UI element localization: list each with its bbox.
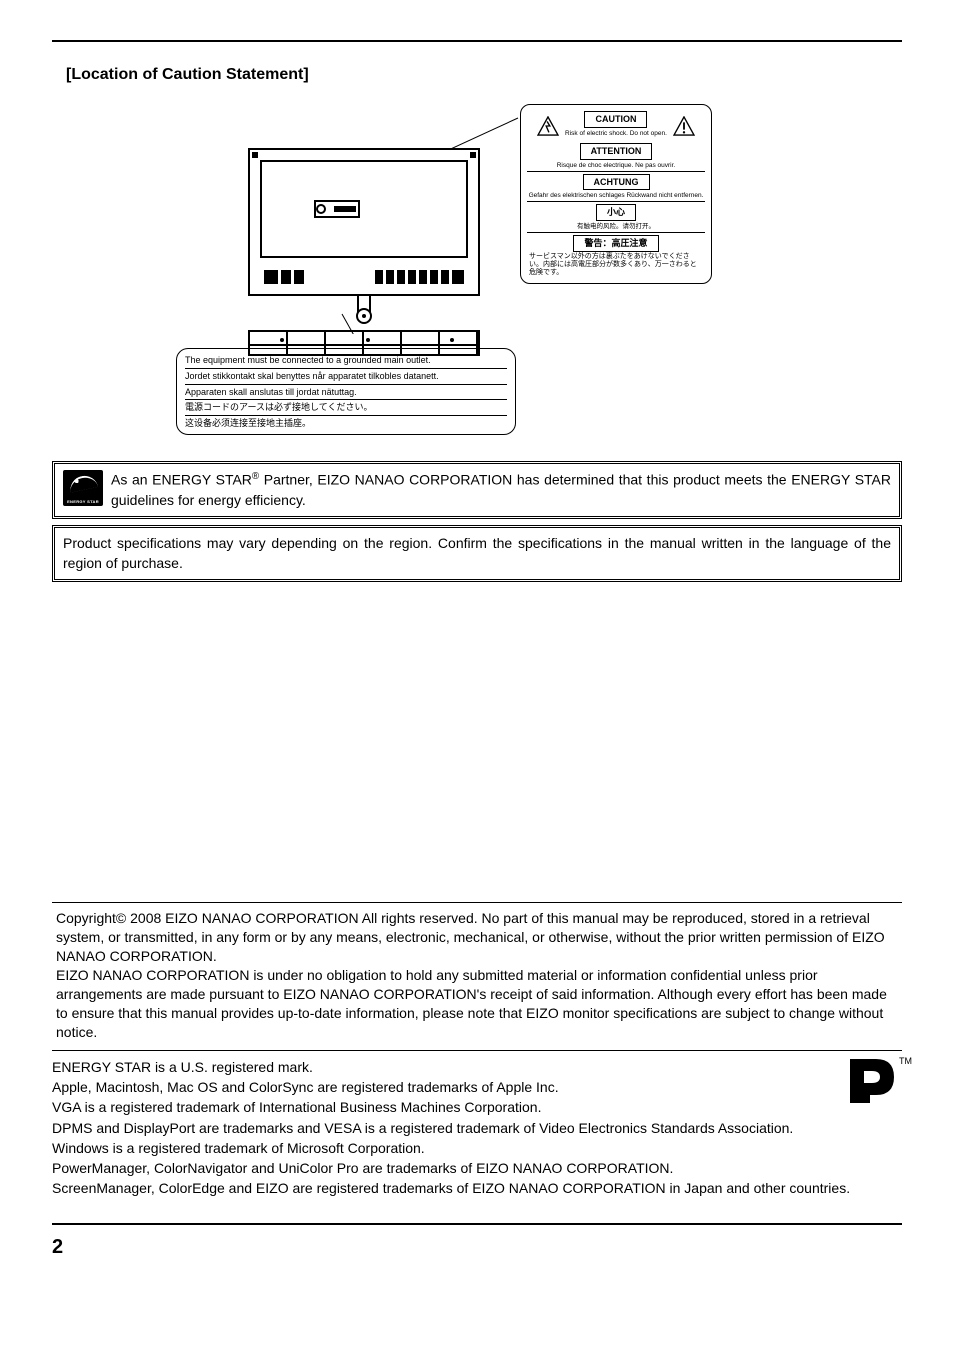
bottom-horizontal-rule bbox=[52, 1223, 902, 1225]
section-title: [Location of Caution Statement] bbox=[66, 64, 902, 86]
ground-line-sv: Apparaten skall anslutas till jordat nät… bbox=[185, 385, 507, 401]
warning-exclaim-icon bbox=[673, 116, 695, 136]
trademark-line: Apple, Macintosh, Mac OS and ColorSync a… bbox=[52, 1077, 902, 1097]
energy-star-notice-text: As an ENERGY STAR® Partner, EIZO NANAO C… bbox=[111, 470, 891, 510]
jp-warning-heading: 警告：高圧注意 bbox=[573, 235, 658, 252]
trademark-line: VGA is a registered trademark of Interna… bbox=[52, 1097, 902, 1117]
displayport-icon: TM bbox=[846, 1055, 902, 1105]
caution-label-callout: CAUTION Risk of electric shock. Do not o… bbox=[520, 104, 712, 283]
trademark-line: Windows is a registered trademark of Mic… bbox=[52, 1138, 902, 1158]
achtung-subtext: Gefahr des elektrischen schlages Rückwan… bbox=[527, 191, 705, 202]
tm-symbol: TM bbox=[899, 1055, 912, 1068]
page-number: 2 bbox=[52, 1233, 902, 1261]
ground-line-no: Jordet stikkontakt skal benyttes når app… bbox=[185, 369, 507, 385]
trademark-line: ScreenManager, ColorEdge and EIZO are re… bbox=[52, 1178, 902, 1198]
jp-warning-body: サービスマン以外の方は裏ぶたをあけないでください。内部には高電圧部分が数多くあり… bbox=[527, 253, 705, 279]
caution-location-figure: CAUTION Risk of electric shock. Do not o… bbox=[242, 104, 712, 334]
attention-heading: ATTENTION bbox=[580, 143, 653, 160]
trademark-line: PowerManager, ColorNavigator and UniColo… bbox=[52, 1158, 902, 1178]
top-horizontal-rule bbox=[52, 40, 902, 42]
energy-star-notice-box: ENERGY STAR As an ENERGY STAR® Partner, … bbox=[52, 461, 902, 519]
region-notice-box: Product specifications may vary dependin… bbox=[52, 525, 902, 582]
copyright-block: Copyright© 2008 EIZO NANAO CORPORATION A… bbox=[52, 903, 902, 1049]
region-notice-text: Product specifications may vary dependin… bbox=[54, 527, 900, 580]
ground-line-zh: 这设备必须连接至接地主插座。 bbox=[185, 416, 507, 431]
monitor-rear-diagram bbox=[248, 148, 480, 356]
copyright-p2: EIZO NANAO CORPORATION is under no oblig… bbox=[56, 966, 898, 1042]
copyright-p1: Copyright© 2008 EIZO NANAO CORPORATION A… bbox=[56, 909, 898, 966]
ground-line-jp: 電源コードのアースは必ず接地してください。 bbox=[185, 400, 507, 416]
energy-star-icon: ENERGY STAR bbox=[63, 470, 103, 506]
xiaoxin-heading: 小心 bbox=[596, 204, 636, 221]
xiaoxin-subtext: 有触电的风险。请勿打开。 bbox=[527, 222, 705, 233]
attention-subtext: Risque de choc electrique. Ne pas ouvrir… bbox=[527, 161, 705, 172]
trademark-block: TM ENERGY STAR is a U.S. registered mark… bbox=[52, 1051, 902, 1199]
achtung-heading: ACHTUNG bbox=[583, 174, 650, 191]
trademark-line: DPMS and DisplayPort are trademarks and … bbox=[52, 1118, 902, 1138]
caution-heading: CAUTION bbox=[584, 111, 647, 128]
caution-subtext: Risk of electric shock. Do not open. bbox=[565, 129, 667, 139]
warning-bolt-icon bbox=[537, 116, 559, 136]
grounding-notice-callout: The equipment must be connected to a gro… bbox=[176, 348, 516, 435]
trademark-line: ENERGY STAR is a U.S. registered mark. bbox=[52, 1057, 902, 1077]
